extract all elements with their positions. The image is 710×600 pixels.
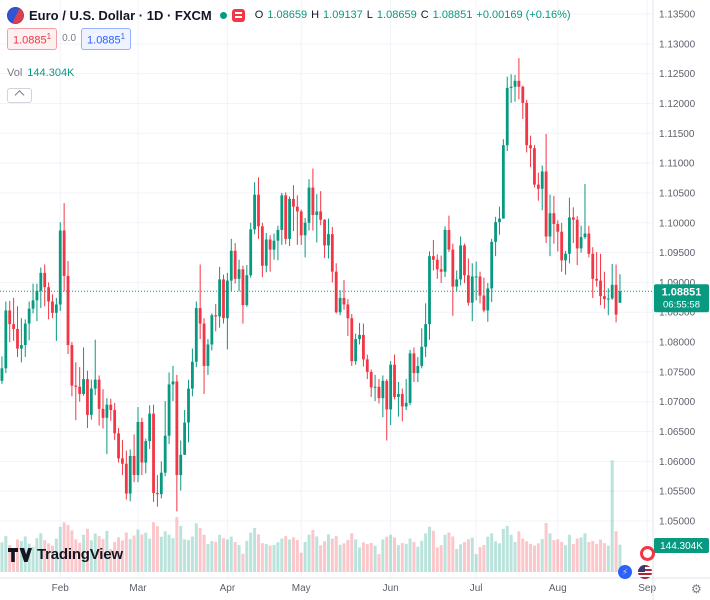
svg-text:1.08851: 1.08851 <box>662 286 702 298</box>
market-status-dot-icon[interactable] <box>219 11 227 19</box>
open-label: O <box>254 9 264 21</box>
svg-text:1.05500: 1.05500 <box>659 487 696 498</box>
symbol-legend: Euro / U.S. Dollar · 1D · FXCM O 1.08659 … <box>7 6 571 103</box>
svg-text:Jun: Jun <box>383 583 399 594</box>
svg-text:1.07000: 1.07000 <box>659 397 696 408</box>
open-value: 1.08659 <box>267 9 308 21</box>
svg-text:Apr: Apr <box>220 583 236 594</box>
volume-legend[interactable]: Vol 144.304K <box>7 67 571 79</box>
chevron-up-icon <box>14 90 25 101</box>
symbol-title[interactable]: Euro / U.S. Dollar · 1D · FXCM <box>29 7 212 23</box>
high-label: H <box>311 9 320 21</box>
buy-button[interactable]: 1.08851 <box>81 28 132 50</box>
svg-text:1.09000: 1.09000 <box>659 278 696 289</box>
symbol-logo-icon[interactable] <box>7 6 24 24</box>
svg-text:1.10000: 1.10000 <box>659 218 696 229</box>
time-axis[interactable] <box>0 578 653 600</box>
svg-text:144.304K: 144.304K <box>660 541 703 552</box>
svg-text:1.12500: 1.12500 <box>659 69 696 80</box>
change-value: +0.00169 (+0.16%) <box>476 9 571 21</box>
svg-text:Sep: Sep <box>638 583 656 594</box>
svg-text:1.05000: 1.05000 <box>659 517 696 528</box>
svg-text:1.06500: 1.06500 <box>659 427 696 438</box>
svg-text:1.08000: 1.08000 <box>659 338 696 349</box>
collapse-indicators-button[interactable] <box>7 87 32 103</box>
ohlc-values: O 1.08659 H 1.09137 L 1.08659 C 1.08851 +0.0… <box>255 9 571 21</box>
tradingview-logo-text: TradingView <box>37 546 123 563</box>
svg-text:Aug: Aug <box>549 583 567 594</box>
svg-text:1.12000: 1.12000 <box>659 99 696 110</box>
low-label: L <box>366 9 373 21</box>
axis-settings-icon[interactable]: ⚙ <box>691 582 702 596</box>
flash-event-icon[interactable]: ⚡ <box>618 565 632 579</box>
svg-text:1.11500: 1.11500 <box>659 129 695 140</box>
volume-value: 144.304K <box>27 66 75 79</box>
svg-text:06:55:58: 06:55:58 <box>663 299 700 310</box>
close-label: C <box>420 9 429 21</box>
spread-value: 0.0 <box>62 33 77 45</box>
close-value: 1.08851 <box>432 9 473 21</box>
sell-button[interactable]: 1.08851 <box>7 28 58 50</box>
svg-text:1.08500: 1.08500 <box>659 308 696 319</box>
svg-text:1.13500: 1.13500 <box>659 10 696 21</box>
legend-row-main: Euro / U.S. Dollar · 1D · FXCM O 1.08659 … <box>7 6 571 24</box>
high-value: 1.09137 <box>323 9 363 21</box>
low-value: 1.08659 <box>376 9 417 21</box>
svg-text:Jul: Jul <box>470 583 483 594</box>
svg-text:1.06000: 1.06000 <box>659 457 696 468</box>
svg-text:Mar: Mar <box>129 583 147 594</box>
svg-text:1.07500: 1.07500 <box>659 367 696 378</box>
trade-buttons-row: 1.08851 0.0 1.08851 <box>7 28 571 50</box>
market-notification-icon[interactable] <box>231 8 245 22</box>
tradingview-logo-mark <box>8 547 32 562</box>
us-flag-event-icon[interactable] <box>638 565 652 579</box>
volume-label: Vol <box>7 66 23 79</box>
svg-text:Feb: Feb <box>52 583 70 594</box>
svg-text:1.10500: 1.10500 <box>659 188 696 199</box>
economic-event-ring-icon[interactable] <box>640 546 655 561</box>
price-axis[interactable] <box>653 0 710 578</box>
svg-text:1.13000: 1.13000 <box>659 39 696 50</box>
svg-text:1.11000: 1.11000 <box>659 159 695 170</box>
svg-text:1.09500: 1.09500 <box>659 248 696 259</box>
svg-text:May: May <box>292 583 311 594</box>
tradingview-logo[interactable]: TradingView <box>8 546 123 563</box>
